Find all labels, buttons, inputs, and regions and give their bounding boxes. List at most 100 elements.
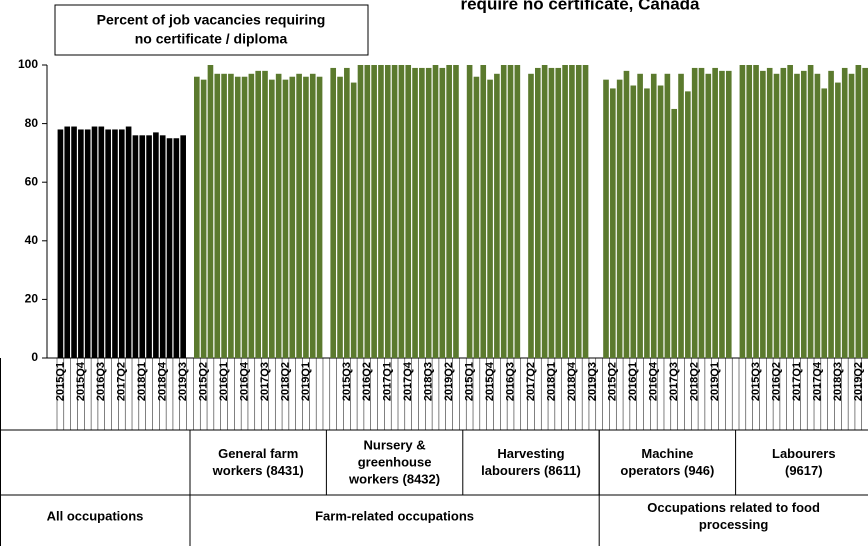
bar	[118, 129, 125, 358]
x-tick-label: 2016Q4	[238, 361, 250, 401]
bar	[800, 70, 807, 359]
bar	[412, 67, 418, 359]
bar	[71, 126, 77, 358]
bar	[64, 126, 71, 358]
bar	[398, 65, 405, 358]
bar	[780, 67, 787, 359]
x-tick-label: 2015Q1	[464, 362, 476, 401]
bar	[57, 129, 64, 358]
bar	[282, 79, 289, 359]
bar	[91, 126, 98, 358]
bar	[309, 73, 316, 358]
x-tick-label: 2017Q4	[811, 361, 823, 401]
x-tick-label: 2016Q3	[95, 362, 107, 401]
x-tick-label: 2017Q3	[668, 362, 680, 401]
bar	[378, 65, 384, 358]
bar	[739, 65, 746, 358]
group-label: Nursery &	[364, 437, 426, 452]
bar	[214, 73, 221, 358]
bar	[828, 70, 834, 359]
bar	[644, 88, 650, 358]
bar	[337, 76, 343, 358]
y-tick-label: 20	[25, 292, 39, 306]
bar	[582, 65, 589, 358]
bar	[98, 126, 105, 358]
bar	[384, 65, 391, 358]
sector-label: Occupations related to food	[647, 500, 820, 515]
x-tick-label: 2017Q1	[382, 362, 394, 401]
bar	[575, 65, 582, 358]
bar	[712, 67, 718, 359]
group-label: Harvesting	[497, 446, 564, 461]
bar	[241, 76, 248, 358]
bar	[269, 79, 275, 359]
bar	[350, 82, 357, 358]
bar	[296, 73, 302, 358]
bar	[289, 76, 296, 358]
bar	[466, 65, 473, 358]
bar	[555, 67, 562, 359]
x-tick-label: 2018Q4	[157, 361, 169, 401]
x-tick-label: 2018Q4	[566, 361, 578, 401]
bar	[453, 65, 459, 358]
x-tick-label: 2015Q2	[607, 362, 619, 401]
x-tick-label: 2016Q4	[648, 361, 660, 401]
bar	[166, 138, 173, 358]
bar	[507, 65, 514, 358]
x-tick-label: 2019Q3	[177, 362, 189, 401]
x-tick-label: 2018Q2	[279, 362, 291, 401]
group-label: Labourers	[772, 446, 836, 461]
bar	[419, 67, 425, 359]
bar	[84, 129, 91, 358]
x-tick-label: 2018Q1	[545, 362, 557, 401]
bar	[787, 65, 793, 358]
x-tick-label: 2017Q2	[116, 362, 128, 401]
bar	[405, 65, 412, 358]
bar	[275, 73, 282, 358]
bar	[364, 65, 371, 358]
bar	[746, 65, 753, 358]
x-tick-label: 2019Q2	[443, 362, 455, 401]
bar	[371, 65, 377, 358]
y-tick-label: 0	[31, 350, 38, 364]
group-label: (9617)	[785, 463, 823, 478]
bar	[180, 135, 186, 358]
x-tick-label: 2017Q3	[259, 362, 271, 401]
bar	[794, 73, 800, 358]
bar	[548, 67, 555, 359]
x-tick-label: 2017Q1	[791, 362, 803, 401]
bar	[705, 73, 712, 358]
group-label: Machine	[641, 446, 693, 461]
bar	[194, 76, 200, 358]
bar	[344, 67, 350, 359]
bar	[487, 79, 493, 359]
bar	[616, 79, 623, 359]
bar	[841, 67, 848, 359]
bar	[480, 65, 487, 358]
bar	[221, 73, 227, 358]
x-tick-label: 2015Q4	[484, 361, 496, 401]
x-tick-label: 2019Q1	[709, 362, 721, 401]
x-tick-label: 2015Q3	[341, 362, 353, 401]
bar	[855, 65, 862, 358]
x-tick-label: 2015Q2	[198, 362, 210, 401]
x-tick-label: 2018Q1	[136, 362, 148, 401]
x-tick-label: 2019Q1	[300, 362, 312, 401]
group-label: greenhouse	[358, 454, 432, 469]
x-tick-label: 2019Q3	[586, 362, 598, 401]
bar	[664, 73, 671, 358]
y-tick-label: 40	[25, 233, 39, 247]
bar	[303, 76, 309, 358]
x-tick-label: 2016Q1	[218, 362, 230, 401]
bar	[200, 79, 207, 359]
box-label: Percent of job vacancies requiring	[97, 12, 326, 28]
x-tick-label: 2016Q2	[770, 362, 782, 401]
bar	[610, 88, 616, 358]
bar	[139, 135, 146, 358]
x-tick-label: 2019Q2	[852, 362, 864, 401]
bar	[725, 70, 732, 359]
bar	[623, 70, 630, 359]
label-box	[54, 4, 369, 56]
x-tick-label: 2016Q1	[627, 362, 639, 401]
